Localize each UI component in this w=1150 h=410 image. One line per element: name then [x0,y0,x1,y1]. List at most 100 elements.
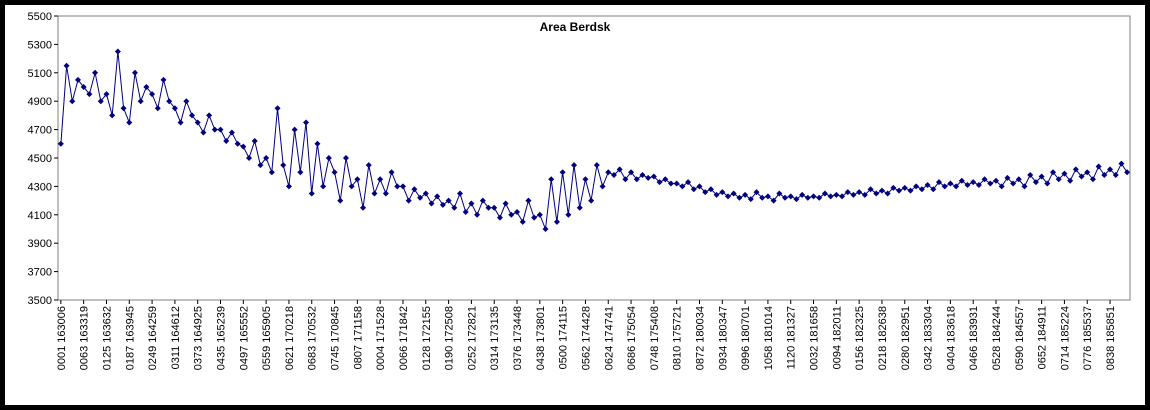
y-tick-label: 4700 [28,125,52,137]
marker [833,191,840,198]
marker [605,169,612,176]
marker [901,184,908,191]
marker [274,105,281,112]
marker [519,218,526,225]
x-tick-label: 0066 171842 [398,306,410,370]
marker [303,119,310,126]
marker [1067,177,1074,184]
marker [143,84,150,90]
marker [223,137,230,144]
marker [417,194,424,201]
marker [821,190,828,197]
marker [92,69,99,76]
x-tick-label: 0094 182011 [831,306,843,369]
marker [953,183,960,190]
marker [189,112,195,119]
marker [1118,160,1125,167]
marker [993,177,999,184]
marker [536,211,543,218]
marker [337,197,344,204]
marker [896,187,903,194]
marker [394,183,401,190]
marker [1010,180,1017,187]
marker [496,214,503,221]
plot-area [57,15,1131,301]
marker [1078,173,1085,180]
x-tick-label: 0218 182638 [877,306,889,370]
marker [827,193,834,200]
marker [725,193,731,200]
marker [685,179,692,186]
x-tick-label: 0342 183304 [923,306,935,370]
x-tick-label: 0686 175054 [626,306,638,370]
x-tick-label: 0063 163319 [79,306,91,370]
marker [388,169,395,176]
marker [491,204,498,211]
marker [268,169,275,176]
marker [257,162,264,169]
marker [816,194,823,201]
marker [479,197,486,204]
marker [74,76,81,83]
marker [582,176,589,183]
marker [662,176,669,183]
marker [514,208,521,215]
marker [759,194,766,201]
marker [719,189,726,196]
marker [360,204,367,211]
marker [382,190,389,197]
marker [240,143,247,150]
marker [422,190,429,197]
marker [576,204,583,211]
marker [616,166,623,173]
marker [325,155,332,161]
marker [468,200,475,207]
marker [924,181,931,188]
x-tick-label: 0748 175408 [649,306,661,370]
marker [137,98,144,105]
marker [308,190,315,197]
marker [804,194,811,201]
x-tick-label: 0624 174741 [603,306,615,370]
x-tick-label: 0032 181658 [809,306,821,370]
y-tick-label: 5500 [28,11,52,23]
marker [457,190,463,197]
marker [525,197,532,204]
marker [1055,176,1062,183]
marker [1061,170,1068,177]
marker [280,162,287,169]
marker [810,193,817,200]
marker [873,190,880,197]
x-tick-label: 0497 165552 [238,306,250,370]
marker [747,196,754,203]
marker [610,172,617,179]
x-tick-label: 0311 164612 [170,306,182,369]
y-tick-label: 5100 [28,68,52,80]
marker [234,140,241,147]
marker [918,186,925,193]
marker [365,162,372,169]
marker [650,173,657,180]
marker [451,204,458,211]
x-tick-label: 0249 164259 [147,306,159,370]
marker [633,176,640,183]
marker [588,197,595,204]
marker [149,91,156,98]
marker [1015,176,1022,183]
marker [696,183,703,190]
marker [485,204,492,211]
x-tick-label: 0466 183931 [968,306,980,370]
marker [884,190,891,197]
x-tick-label: 0838 185851 [1105,306,1117,370]
marker [314,140,321,147]
marker [707,186,714,193]
marker [958,177,965,184]
marker [97,98,104,105]
y-tick-label: 3900 [28,238,52,250]
marker [1089,176,1096,183]
marker [177,119,184,126]
marker [730,190,737,197]
marker [861,191,868,198]
marker [793,196,800,203]
marker [377,176,384,183]
